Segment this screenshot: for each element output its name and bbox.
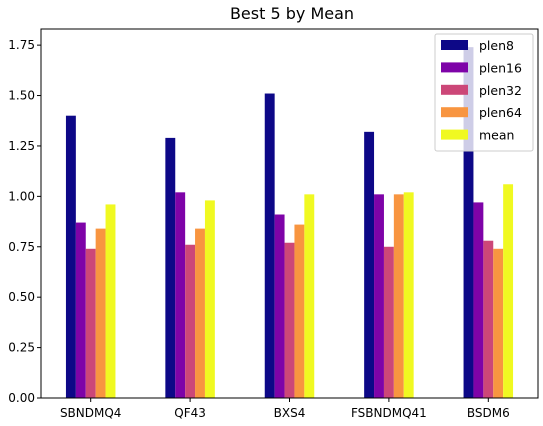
legend-label-plen16: plen16 xyxy=(479,60,522,75)
x-tick-label: BSDM6 xyxy=(467,406,510,420)
bar-plen8-sbndmq4 xyxy=(65,115,76,398)
bar-plen8-fsbndmq41 xyxy=(364,131,375,398)
bar-plen64-fsbndmq41 xyxy=(393,194,404,398)
bar-mean-sbndmq4 xyxy=(105,204,116,398)
bar-plen64-bsdm6 xyxy=(493,248,504,398)
bar-plen16-bsdm6 xyxy=(473,202,484,398)
legend-swatch-plen32 xyxy=(441,84,468,95)
x-tick-label: SBNDMQ4 xyxy=(60,406,122,420)
bar-plen8-bsdm6 xyxy=(463,47,474,399)
bar-plen32-qf43 xyxy=(185,244,196,398)
y-tick-label: 1.25 xyxy=(8,139,35,153)
bar-plen64-bxs4 xyxy=(294,224,305,398)
bar-plen16-qf43 xyxy=(175,192,186,398)
legend-label-plen32: plen32 xyxy=(479,83,522,98)
y-axis: 0.00 0.25 0.50 0.75 1.00 1.25 1.50 1.75 xyxy=(8,38,41,405)
bar-plen16-bxs4 xyxy=(274,214,285,398)
legend-swatch-plen16 xyxy=(441,62,468,73)
y-tick-label: 0.50 xyxy=(8,290,35,304)
legend: plen8 plen16 plen32 plen64 mean xyxy=(434,33,534,152)
bar-plen8-bxs4 xyxy=(264,93,275,399)
plot-area-frame xyxy=(40,28,539,399)
legend-label-plen8: plen8 xyxy=(479,38,514,53)
bar-plen32-sbndmq4 xyxy=(85,248,96,398)
y-tick-label: 0.25 xyxy=(8,341,35,355)
bar-plen64-sbndmq4 xyxy=(95,228,106,398)
bar-plen64-qf43 xyxy=(195,228,205,398)
x-tick-label: QF43 xyxy=(174,406,206,420)
y-tick-label: 0.75 xyxy=(8,240,35,254)
y-tick-label: 1.50 xyxy=(8,89,35,103)
y-tick-label: 1.75 xyxy=(8,38,35,52)
x-axis: SBNDMQ4 QF43 BXS4 FSBNDMQ41 BSDM6 xyxy=(60,398,510,420)
y-tick-label: 1.00 xyxy=(8,189,35,203)
bar-plen8-qf43 xyxy=(165,137,176,398)
bar-mean-bxs4 xyxy=(304,194,315,398)
chart-title: Best 5 by Mean xyxy=(230,4,354,23)
bar-mean-fsbndmq41 xyxy=(403,192,414,398)
legend-label-plen64: plen64 xyxy=(479,105,522,120)
bar-plen32-fsbndmq41 xyxy=(383,246,394,398)
bar-mean-qf43 xyxy=(204,200,215,398)
x-tick-label: BXS4 xyxy=(274,406,306,420)
bar-plen16-fsbndmq41 xyxy=(374,194,384,398)
legend-swatch-plen8 xyxy=(441,40,468,50)
bar-plen32-bxs4 xyxy=(284,242,295,398)
bars-group xyxy=(65,47,514,399)
bar-mean-bsdm6 xyxy=(503,184,514,398)
bar-plen16-sbndmq4 xyxy=(75,222,86,398)
legend-swatch-plen64 xyxy=(441,107,468,118)
y-tick-label: 0.00 xyxy=(8,391,35,405)
bar-plen32-bsdm6 xyxy=(483,240,494,398)
legend-label-mean: mean xyxy=(479,128,514,143)
legend-swatch-mean xyxy=(441,129,468,140)
x-tick-label: FSBNDMQ41 xyxy=(351,406,427,420)
